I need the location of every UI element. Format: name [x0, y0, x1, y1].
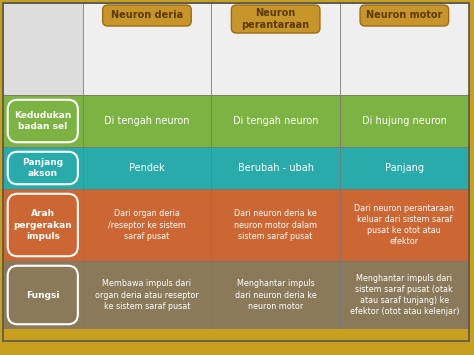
Bar [3, 329, 469, 341]
Text: Panjang: Panjang [385, 163, 424, 173]
Bar [340, 147, 469, 189]
Text: Menghantar impuls
dari neuron deria ke
neuron motor: Menghantar impuls dari neuron deria ke n… [235, 279, 317, 311]
FancyBboxPatch shape [360, 5, 448, 26]
Text: Fungsi: Fungsi [26, 290, 60, 300]
Text: Menghantar impuls dari
sistem saraf pusat (otak
atau saraf tunjang) ke
efektor (: Menghantar impuls dari sistem saraf pusa… [350, 274, 459, 316]
Bar [82, 95, 211, 147]
Bar [340, 261, 469, 329]
FancyBboxPatch shape [8, 152, 78, 184]
Bar [340, 189, 469, 261]
Text: Di tengah neuron: Di tengah neuron [104, 116, 190, 126]
Bar [211, 95, 340, 147]
Bar [211, 147, 340, 189]
Text: Neuron motor: Neuron motor [366, 11, 443, 21]
Text: Dari organ deria
/reseptor ke sistem
saraf pusat: Dari organ deria /reseptor ke sistem sar… [108, 209, 186, 241]
Text: Neuron deria: Neuron deria [111, 11, 183, 21]
Bar [340, 95, 469, 147]
Text: Dari neuron perantaraan
keluar dari sistem saraf
pusat ke otot atau
efektor: Dari neuron perantaraan keluar dari sist… [355, 204, 455, 246]
Bar [82, 147, 211, 189]
Bar [3, 3, 469, 95]
Text: Membawa impuls dari
organ deria atau reseptor
ke sistem saraf pusat: Membawa impuls dari organ deria atau res… [95, 279, 199, 311]
Text: Neuron
perantaraan: Neuron perantaraan [242, 8, 310, 30]
FancyBboxPatch shape [8, 266, 78, 324]
Text: Panjang
akson: Panjang akson [22, 158, 64, 178]
Bar [82, 189, 211, 261]
Text: Di tengah neuron: Di tengah neuron [233, 116, 319, 126]
Text: Pendek: Pendek [129, 163, 165, 173]
Text: Arah
pergerakan
impuls: Arah pergerakan impuls [13, 209, 72, 241]
FancyBboxPatch shape [8, 100, 78, 142]
Bar [3, 261, 469, 329]
FancyBboxPatch shape [8, 194, 78, 256]
Bar [3, 147, 469, 189]
FancyBboxPatch shape [103, 5, 191, 26]
Text: Di hujung neuron: Di hujung neuron [362, 116, 447, 126]
Text: Dari neuron deria ke
neuron motor dalam
sistem saraf pusat: Dari neuron deria ke neuron motor dalam … [234, 209, 317, 241]
Bar [3, 3, 82, 95]
FancyBboxPatch shape [231, 5, 320, 33]
Bar [211, 189, 340, 261]
Bar [3, 95, 469, 147]
Text: Berubah - ubah: Berubah - ubah [237, 163, 314, 173]
Bar [211, 261, 340, 329]
Bar [82, 261, 211, 329]
Bar [340, 3, 469, 95]
Bar [3, 189, 469, 261]
Bar [82, 3, 211, 95]
Text: Kedudukan
badan sel: Kedudukan badan sel [14, 111, 72, 131]
Bar [211, 3, 340, 95]
